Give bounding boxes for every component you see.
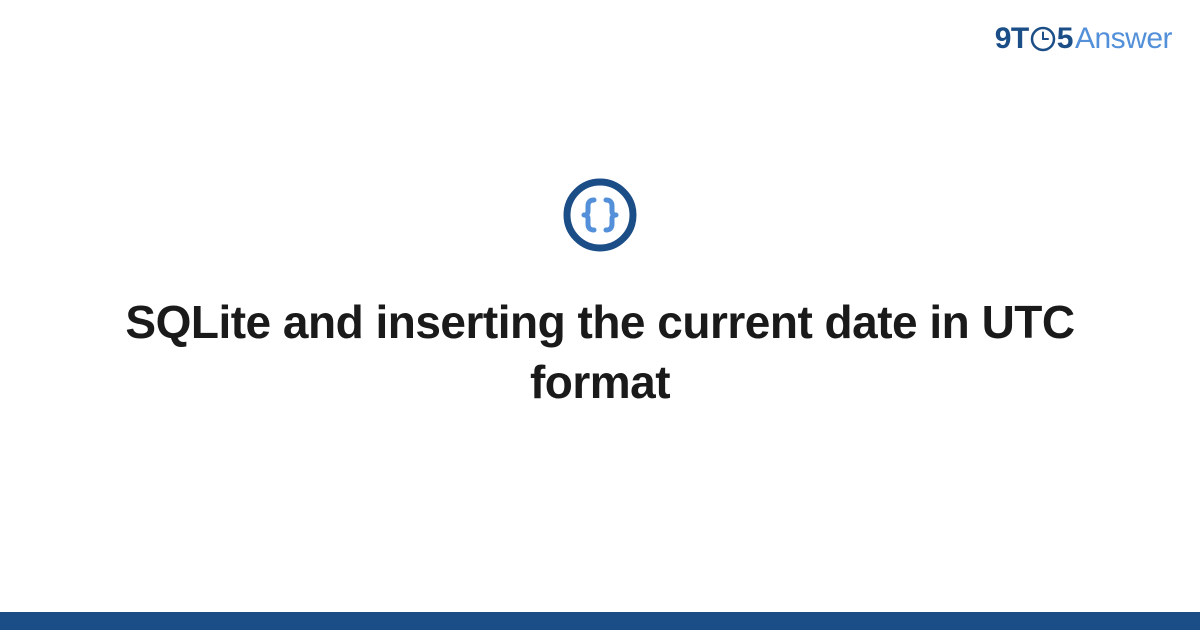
curly-braces-icon: [562, 177, 638, 253]
main-content: SQLite and inserting the current date in…: [0, 0, 1200, 630]
bottom-accent-bar: [0, 612, 1200, 630]
page-title: SQLite and inserting the current date in…: [120, 293, 1080, 413]
